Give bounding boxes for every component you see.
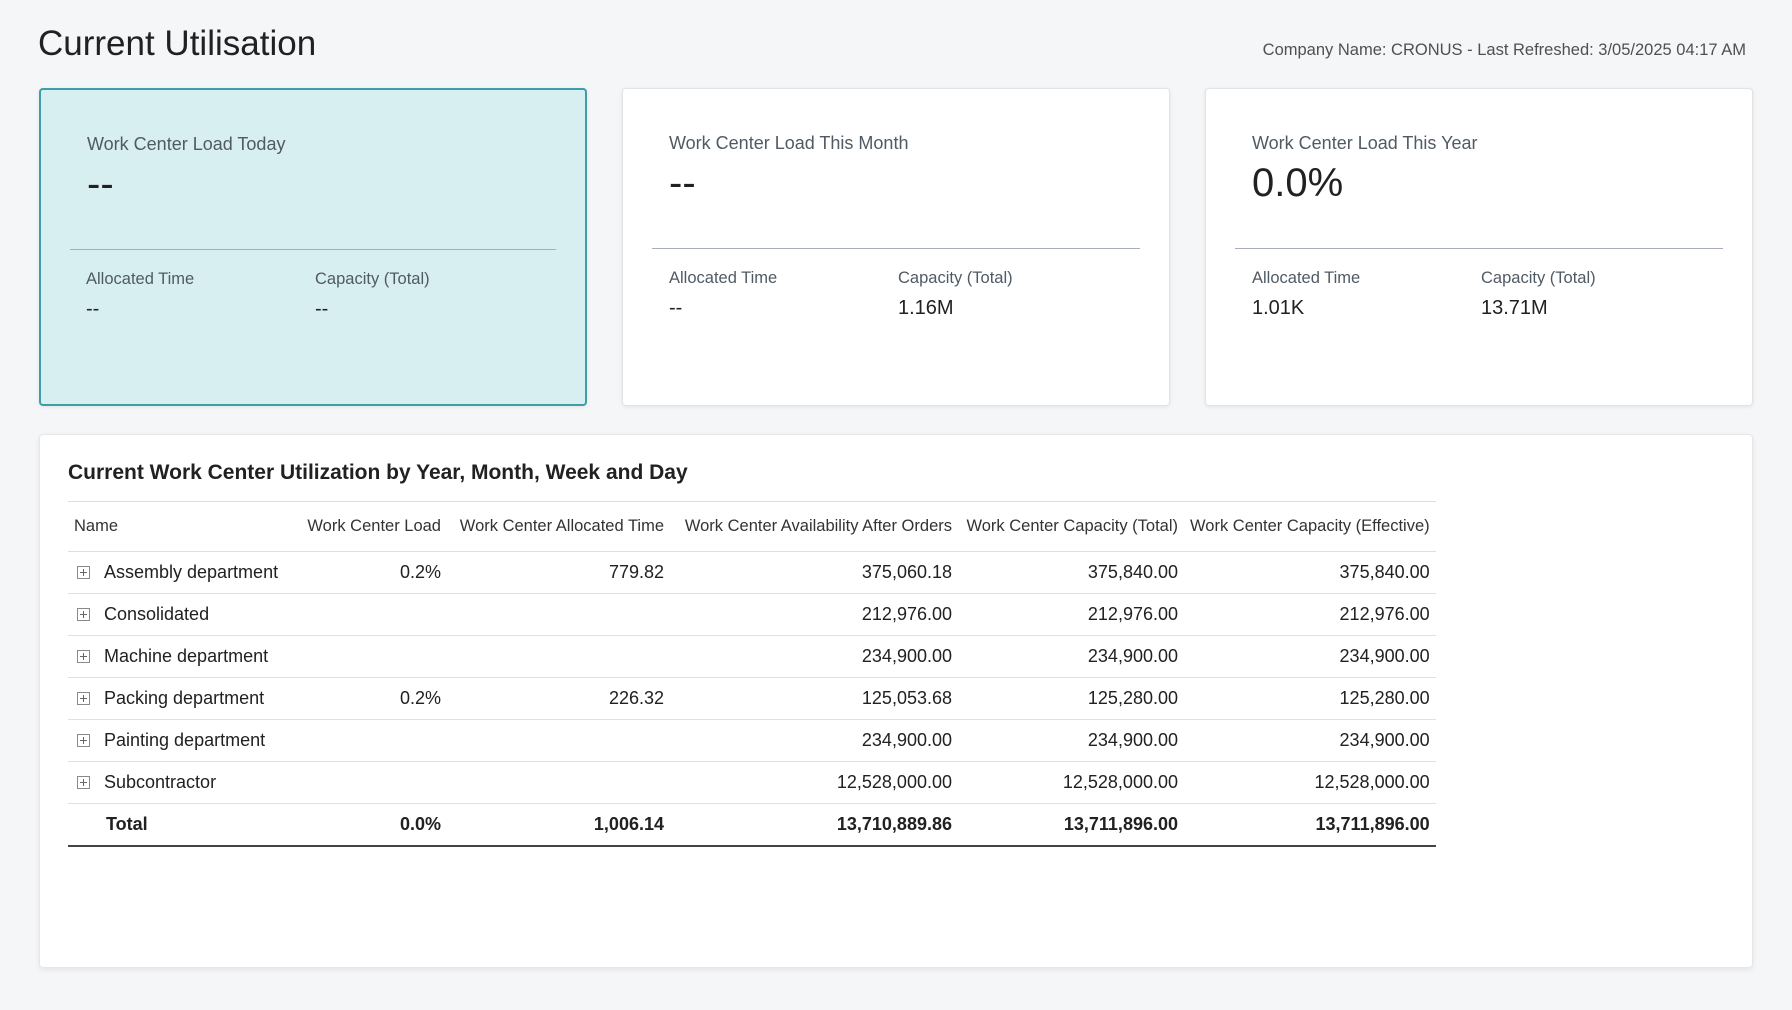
- row-name: Machine department: [68, 635, 297, 678]
- card-title: Work Center Load Today: [87, 134, 286, 154]
- utilization-panel: Current Work Center Utilization by Year,…: [39, 434, 1753, 968]
- row-cell: 12,528,000.00: [670, 761, 958, 804]
- refresh-info: Company Name: CRONUS - Last Refreshed: 3…: [1262, 41, 1746, 59]
- row-cell: 234,900.00: [1184, 635, 1436, 678]
- row-cell: 12,528,000.00: [1184, 761, 1436, 804]
- table-row[interactable]: Packing department 0.2% 226.32 125,053.68 12…: [68, 677, 1436, 720]
- row-cell: 0.2%: [297, 551, 447, 594]
- table-row[interactable]: Assembly department 0.2% 779.82 375,060.18 3…: [68, 551, 1436, 594]
- row-cell: [447, 761, 670, 804]
- row-cell: 212,976.00: [670, 593, 958, 636]
- row-cell: [447, 719, 670, 762]
- utilization-table: Name Work Center Load Work Center Allocate…: [68, 501, 1436, 847]
- expand-icon[interactable]: [77, 692, 90, 705]
- row-cell: 234,900.00: [958, 635, 1184, 678]
- row-cell: [297, 761, 447, 804]
- card-title: Work Center Load This Year: [1252, 133, 1478, 153]
- card-value: --: [669, 161, 696, 205]
- kpi-card[interactable]: Work Center Load This Year 0.0% Allocate…: [1205, 88, 1753, 406]
- row-cell: [447, 593, 670, 636]
- column-header[interactable]: Work Center Allocated Time: [447, 501, 670, 552]
- kpi-card[interactable]: Work Center Load This Month -- Allocated…: [622, 88, 1170, 406]
- row-name-text: Machine department: [104, 646, 269, 666]
- kpi-card[interactable]: Work Center Load Today -- Allocated Time…: [39, 88, 587, 406]
- column-header[interactable]: Name: [68, 501, 297, 552]
- row-cell: [297, 719, 447, 762]
- total-row: Total 0.0% 1,006.14 13,710,889.86 13,711,896…: [68, 803, 1436, 847]
- row-cell: 779.82: [447, 551, 670, 594]
- row-name: Painting department: [68, 719, 297, 762]
- column-header[interactable]: Work Center Load: [297, 501, 447, 552]
- table-row[interactable]: Consolidated 212,976.00 212,976.00 212,976.…: [68, 593, 1436, 636]
- row-cell: 234,900.00: [958, 719, 1184, 762]
- row-name-text: Assembly department: [104, 562, 279, 582]
- table-row[interactable]: Subcontractor 12,528,000.00 12,528,000.00 1…: [68, 761, 1436, 804]
- row-cell: 125,280.00: [1184, 677, 1436, 720]
- row-cell: [297, 593, 447, 636]
- row-cell: 234,900.00: [670, 719, 958, 762]
- row-name: Consolidated: [68, 593, 297, 636]
- row-cell: 234,900.00: [670, 635, 958, 678]
- row-cell: 12,528,000.00: [958, 761, 1184, 804]
- row-cell: 375,060.18: [670, 551, 958, 594]
- row-name-text: Consolidated: [104, 604, 210, 624]
- allocated-time-label: Allocated Time: [669, 269, 778, 287]
- capacity-total-label: Capacity (Total): [898, 269, 1013, 287]
- expand-icon[interactable]: [77, 566, 90, 579]
- row-cell: 375,840.00: [1184, 551, 1436, 594]
- allocated-time-value: 1.01K: [1252, 297, 1305, 319]
- row-cell: [447, 635, 670, 678]
- capacity-total-value: 13.71M: [1481, 297, 1548, 319]
- row-cell: 0.2%: [297, 677, 447, 720]
- capacity-total-label: Capacity (Total): [1481, 269, 1596, 287]
- row-cell: 375,840.00: [958, 551, 1184, 594]
- expand-icon[interactable]: [77, 734, 90, 747]
- capacity-total-label: Capacity (Total): [315, 270, 430, 288]
- total-cell: 13,710,889.86: [670, 803, 958, 847]
- card-divider: [652, 248, 1140, 249]
- column-header[interactable]: Work Center Capacity (Effective): [1184, 501, 1436, 552]
- row-cell: 226.32: [447, 677, 670, 720]
- card-value: 0.0%: [1252, 161, 1344, 205]
- allocated-time-label: Allocated Time: [1252, 269, 1361, 287]
- allocated-time-label: Allocated Time: [86, 270, 195, 288]
- row-name-text: Painting department: [104, 730, 266, 750]
- page-title: Current Utilisation: [38, 24, 317, 63]
- table-title: Current Work Center Utilization by Year,…: [68, 461, 688, 484]
- total-label: Total: [68, 803, 297, 847]
- row-cell: 212,976.00: [1184, 593, 1436, 636]
- row-name-text: Subcontractor: [104, 772, 217, 792]
- capacity-total-value: 1.16M: [898, 297, 954, 319]
- column-header[interactable]: Work Center Availability After Orders: [670, 501, 958, 552]
- row-name-text: Packing department: [104, 688, 265, 708]
- row-name: Packing department: [68, 677, 297, 720]
- total-cell: 1,006.14: [447, 803, 670, 847]
- row-cell: 212,976.00: [958, 593, 1184, 636]
- card-divider: [1235, 248, 1723, 249]
- card-value: --: [87, 162, 114, 206]
- row-cell: 125,053.68: [670, 677, 958, 720]
- card-title: Work Center Load This Month: [669, 133, 909, 153]
- allocated-time-value: --: [86, 298, 100, 320]
- table-row[interactable]: Painting department 234,900.00 234,900.00 2…: [68, 719, 1436, 762]
- expand-icon[interactable]: [77, 608, 90, 621]
- total-cell: 0.0%: [297, 803, 447, 847]
- table-row[interactable]: Machine department 234,900.00 234,900.00 23…: [68, 635, 1436, 678]
- expand-icon[interactable]: [77, 776, 90, 789]
- card-divider: [70, 249, 556, 250]
- allocated-time-value: --: [669, 297, 683, 319]
- row-cell: 125,280.00: [958, 677, 1184, 720]
- column-header[interactable]: Work Center Capacity (Total): [958, 501, 1184, 552]
- expand-icon[interactable]: [77, 650, 90, 663]
- row-cell: 234,900.00: [1184, 719, 1436, 762]
- row-name: Assembly department: [68, 551, 297, 594]
- row-name: Subcontractor: [68, 761, 297, 804]
- total-cell: 13,711,896.00: [958, 803, 1184, 847]
- row-cell: [297, 635, 447, 678]
- total-cell: 13,711,896.00: [1184, 803, 1436, 847]
- capacity-total-value: --: [315, 298, 329, 320]
